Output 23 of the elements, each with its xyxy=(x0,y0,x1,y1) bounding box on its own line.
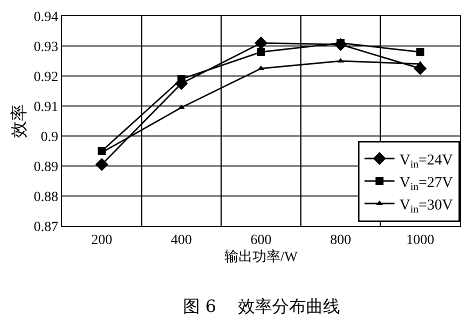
x-tick-label: 800 xyxy=(330,232,352,248)
point xyxy=(254,36,268,50)
y-tick-label: 0.89 xyxy=(34,160,58,175)
point xyxy=(416,48,424,56)
x-tick-label: 400 xyxy=(170,232,192,248)
y-tick-label: 0.94 xyxy=(34,10,58,25)
legend-label: V$_{in}$=30V xyxy=(400,197,453,216)
legend-label: V$_{in}$=27V xyxy=(400,174,453,194)
x-tick-label: 200 xyxy=(91,232,112,248)
point xyxy=(95,158,108,171)
y-axis-title: 效率 xyxy=(9,104,28,138)
x-tick-label: 600 xyxy=(250,232,272,248)
x-axis-title: 输出功率/W xyxy=(224,249,298,266)
legend-label: V$_{in}$=24V xyxy=(400,152,453,171)
point xyxy=(257,48,265,56)
y-tick-label: 0.88 xyxy=(34,190,58,205)
x-tick-label: 1000 xyxy=(406,232,434,248)
y-tick-label: 0.91 xyxy=(34,100,58,115)
y-tick-label: 0.92 xyxy=(34,70,58,85)
y-tick-label: 0.87 xyxy=(34,220,58,235)
y-tick-label: 0.93 xyxy=(34,40,58,55)
text: 图 6 效率分布曲线 xyxy=(183,297,340,317)
y-tick-label: 0.9 xyxy=(40,130,58,145)
